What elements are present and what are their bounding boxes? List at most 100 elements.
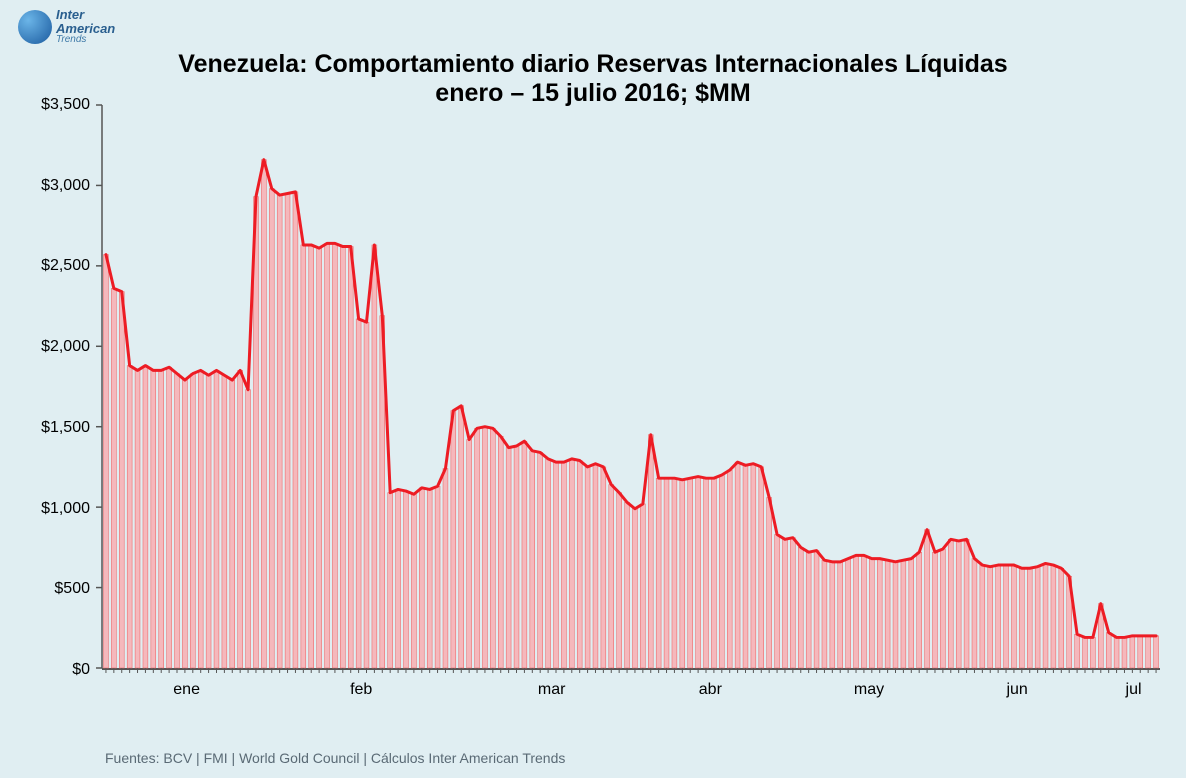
bar	[1146, 636, 1151, 668]
x-tick-label: jul	[1126, 681, 1142, 699]
x-tick-label: ene	[173, 681, 200, 699]
bar	[625, 502, 630, 668]
bar	[885, 560, 890, 668]
bar	[206, 375, 211, 668]
bar	[135, 370, 140, 668]
logo-line3: Trends	[56, 35, 115, 46]
bar	[467, 440, 472, 668]
bar	[119, 292, 124, 668]
bar	[340, 247, 345, 668]
bar	[451, 411, 456, 668]
bar	[1043, 563, 1048, 668]
bar	[727, 470, 732, 668]
bar	[1004, 565, 1009, 668]
logo-line2: American	[56, 22, 115, 36]
bar	[514, 446, 519, 668]
bar	[822, 560, 827, 668]
bar	[1011, 565, 1016, 668]
bar	[656, 478, 661, 668]
bar	[672, 478, 677, 668]
bar	[1075, 634, 1080, 668]
y-tick-label: $3,500	[30, 96, 90, 114]
bar	[719, 475, 724, 668]
bar	[1138, 636, 1143, 668]
bar	[696, 477, 701, 668]
bar	[388, 493, 393, 668]
x-tick-label: may	[854, 681, 884, 699]
bar	[427, 489, 432, 668]
bar	[1130, 636, 1135, 668]
bar	[482, 427, 487, 668]
bar	[522, 441, 527, 668]
bar	[1027, 568, 1032, 668]
bar	[861, 555, 866, 668]
bar	[711, 478, 716, 668]
bars-group	[104, 160, 1159, 668]
x-tick-label: mar	[538, 681, 566, 699]
globe-icon	[18, 10, 52, 44]
bar	[372, 245, 377, 668]
bar	[980, 565, 985, 668]
y-tick-label: $2,500	[30, 257, 90, 275]
bar	[230, 380, 235, 668]
bar	[261, 160, 266, 668]
y-tick-label: $2,000	[30, 338, 90, 356]
bar	[1090, 637, 1095, 668]
bar	[561, 462, 566, 668]
logo-text: Inter American Trends	[56, 8, 115, 46]
bar	[332, 243, 337, 668]
bar	[411, 494, 416, 668]
bar	[617, 493, 622, 668]
bar	[940, 549, 945, 668]
bar	[783, 539, 788, 668]
bar	[190, 374, 195, 668]
bar	[151, 370, 156, 668]
y-tick-label: $500	[30, 580, 90, 598]
bar	[222, 375, 227, 668]
bar	[301, 245, 306, 668]
bar	[577, 460, 582, 668]
bar	[948, 539, 953, 668]
brand-logo: Inter American Trends	[18, 8, 115, 46]
y-tick-label: $3,000	[30, 177, 90, 195]
y-tick-label: $1,500	[30, 419, 90, 437]
bar	[759, 467, 764, 668]
bar	[246, 390, 251, 668]
bar	[198, 370, 203, 668]
bar	[269, 189, 274, 668]
bar	[277, 195, 282, 668]
bar	[640, 504, 645, 668]
logo-line1: Inter	[56, 8, 115, 22]
bar	[569, 459, 574, 668]
bar	[348, 247, 353, 668]
bar	[309, 245, 314, 668]
bar	[838, 562, 843, 668]
bar	[830, 562, 835, 668]
bar	[664, 478, 669, 668]
bar	[704, 478, 709, 668]
chart-container: $0$500$1,000$1,500$2,000$2,500$3,000$3,5…	[30, 100, 1170, 710]
bar	[743, 465, 748, 668]
bar	[601, 467, 606, 668]
x-tick-label: abr	[699, 681, 722, 699]
bar	[167, 367, 172, 668]
bar	[238, 370, 243, 668]
bar	[435, 486, 440, 668]
bar	[1019, 568, 1024, 668]
bar	[111, 288, 116, 668]
bar	[293, 192, 298, 668]
bar	[1035, 567, 1040, 668]
bar	[396, 489, 401, 668]
bar	[1154, 636, 1159, 668]
bar	[285, 193, 290, 668]
bar	[475, 428, 480, 668]
bar	[996, 565, 1001, 668]
bar	[806, 552, 811, 668]
bar	[419, 488, 424, 668]
bar	[1059, 568, 1064, 668]
bar	[846, 559, 851, 668]
bar	[317, 248, 322, 668]
bar	[506, 448, 511, 668]
plot-area	[102, 105, 1160, 670]
x-tick-label: jun	[1006, 681, 1027, 699]
